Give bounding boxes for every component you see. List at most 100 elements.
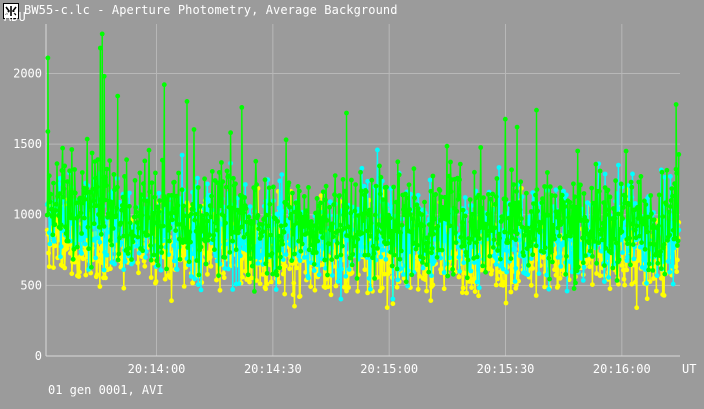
data-point: [252, 289, 257, 294]
data-point: [349, 177, 354, 183]
data-point: [362, 252, 368, 258]
data-point: [564, 288, 570, 294]
data-point: [429, 246, 435, 251]
data-point: [447, 223, 453, 229]
data-point: [484, 233, 490, 238]
data-point: [87, 190, 93, 195]
data-point: [205, 237, 211, 243]
data-point: [661, 293, 667, 298]
data-point: [196, 272, 202, 278]
data-point: [469, 236, 474, 242]
data-point: [518, 179, 524, 185]
data-point: [503, 197, 509, 202]
data-point: [264, 281, 270, 287]
data-point: [254, 252, 259, 257]
data-point: [515, 270, 521, 276]
data-point: [70, 256, 76, 262]
data-point: [445, 273, 451, 279]
data-point: [226, 173, 231, 179]
data-point: [616, 281, 621, 287]
data-point: [256, 226, 262, 232]
data-point: [558, 264, 564, 269]
data-point: [220, 179, 226, 185]
data-point: [403, 191, 408, 197]
data-point: [323, 265, 328, 271]
data-point: [285, 226, 291, 232]
data-point: [576, 264, 581, 270]
data-point: [153, 170, 158, 176]
data-point: [344, 205, 350, 210]
data-point: [320, 262, 325, 267]
app-icon[interactable]: [3, 3, 19, 19]
data-point: [545, 170, 550, 175]
data-point: [398, 230, 403, 236]
data-point: [62, 265, 68, 271]
data-point: [193, 211, 198, 217]
data-point: [146, 147, 152, 153]
data-point: [509, 167, 514, 173]
data-point: [531, 201, 536, 207]
data-point: [563, 271, 569, 277]
data-point: [241, 253, 247, 259]
data-point: [276, 279, 282, 285]
data-point: [308, 242, 314, 248]
data-point: [244, 219, 250, 225]
data-point: [474, 240, 479, 246]
data-point: [664, 167, 670, 173]
data-point: [652, 242, 658, 247]
data-point: [377, 191, 383, 197]
data-point: [488, 196, 493, 202]
data-point: [218, 203, 224, 209]
data-point: [96, 224, 102, 230]
data-point: [179, 187, 185, 193]
data-point: [207, 232, 212, 238]
data-point: [553, 187, 559, 193]
data-point: [457, 177, 462, 183]
data-point: [587, 248, 593, 254]
data-point: [604, 212, 609, 217]
data-point: [446, 173, 452, 179]
data-point: [360, 211, 365, 217]
data-point: [444, 143, 450, 149]
data-point: [149, 180, 155, 186]
data-point: [47, 199, 53, 205]
data-point: [51, 265, 56, 270]
data-point: [430, 173, 436, 179]
data-point: [490, 245, 496, 250]
data-point: [126, 203, 132, 209]
data-point: [600, 220, 606, 226]
data-point: [450, 271, 456, 277]
data-point: [470, 224, 476, 230]
data-point: [570, 230, 576, 235]
data-point: [476, 293, 481, 299]
data-point: [597, 273, 603, 279]
data-point: [228, 130, 234, 136]
data-point: [536, 271, 542, 276]
data-point: [68, 250, 73, 256]
data-point: [622, 200, 628, 206]
data-point: [192, 276, 198, 282]
data-point: [58, 222, 64, 228]
data-point: [661, 242, 667, 247]
data-point: [52, 222, 58, 227]
data-point: [312, 287, 318, 293]
data-point: [337, 193, 342, 198]
data-point: [435, 224, 441, 229]
data-point: [343, 273, 349, 279]
data-point: [671, 245, 677, 251]
data-point: [84, 185, 89, 191]
data-point: [407, 207, 413, 212]
data-point: [122, 174, 127, 179]
data-point: [287, 215, 293, 221]
data-point: [303, 214, 309, 219]
data-point: [476, 236, 482, 241]
data-point: [181, 213, 187, 219]
data-point: [327, 204, 332, 210]
data-point: [311, 268, 317, 273]
data-point: [174, 267, 180, 272]
data-point: [413, 246, 419, 252]
data-point: [49, 206, 54, 212]
data-point: [181, 203, 186, 209]
data-point: [259, 233, 264, 239]
